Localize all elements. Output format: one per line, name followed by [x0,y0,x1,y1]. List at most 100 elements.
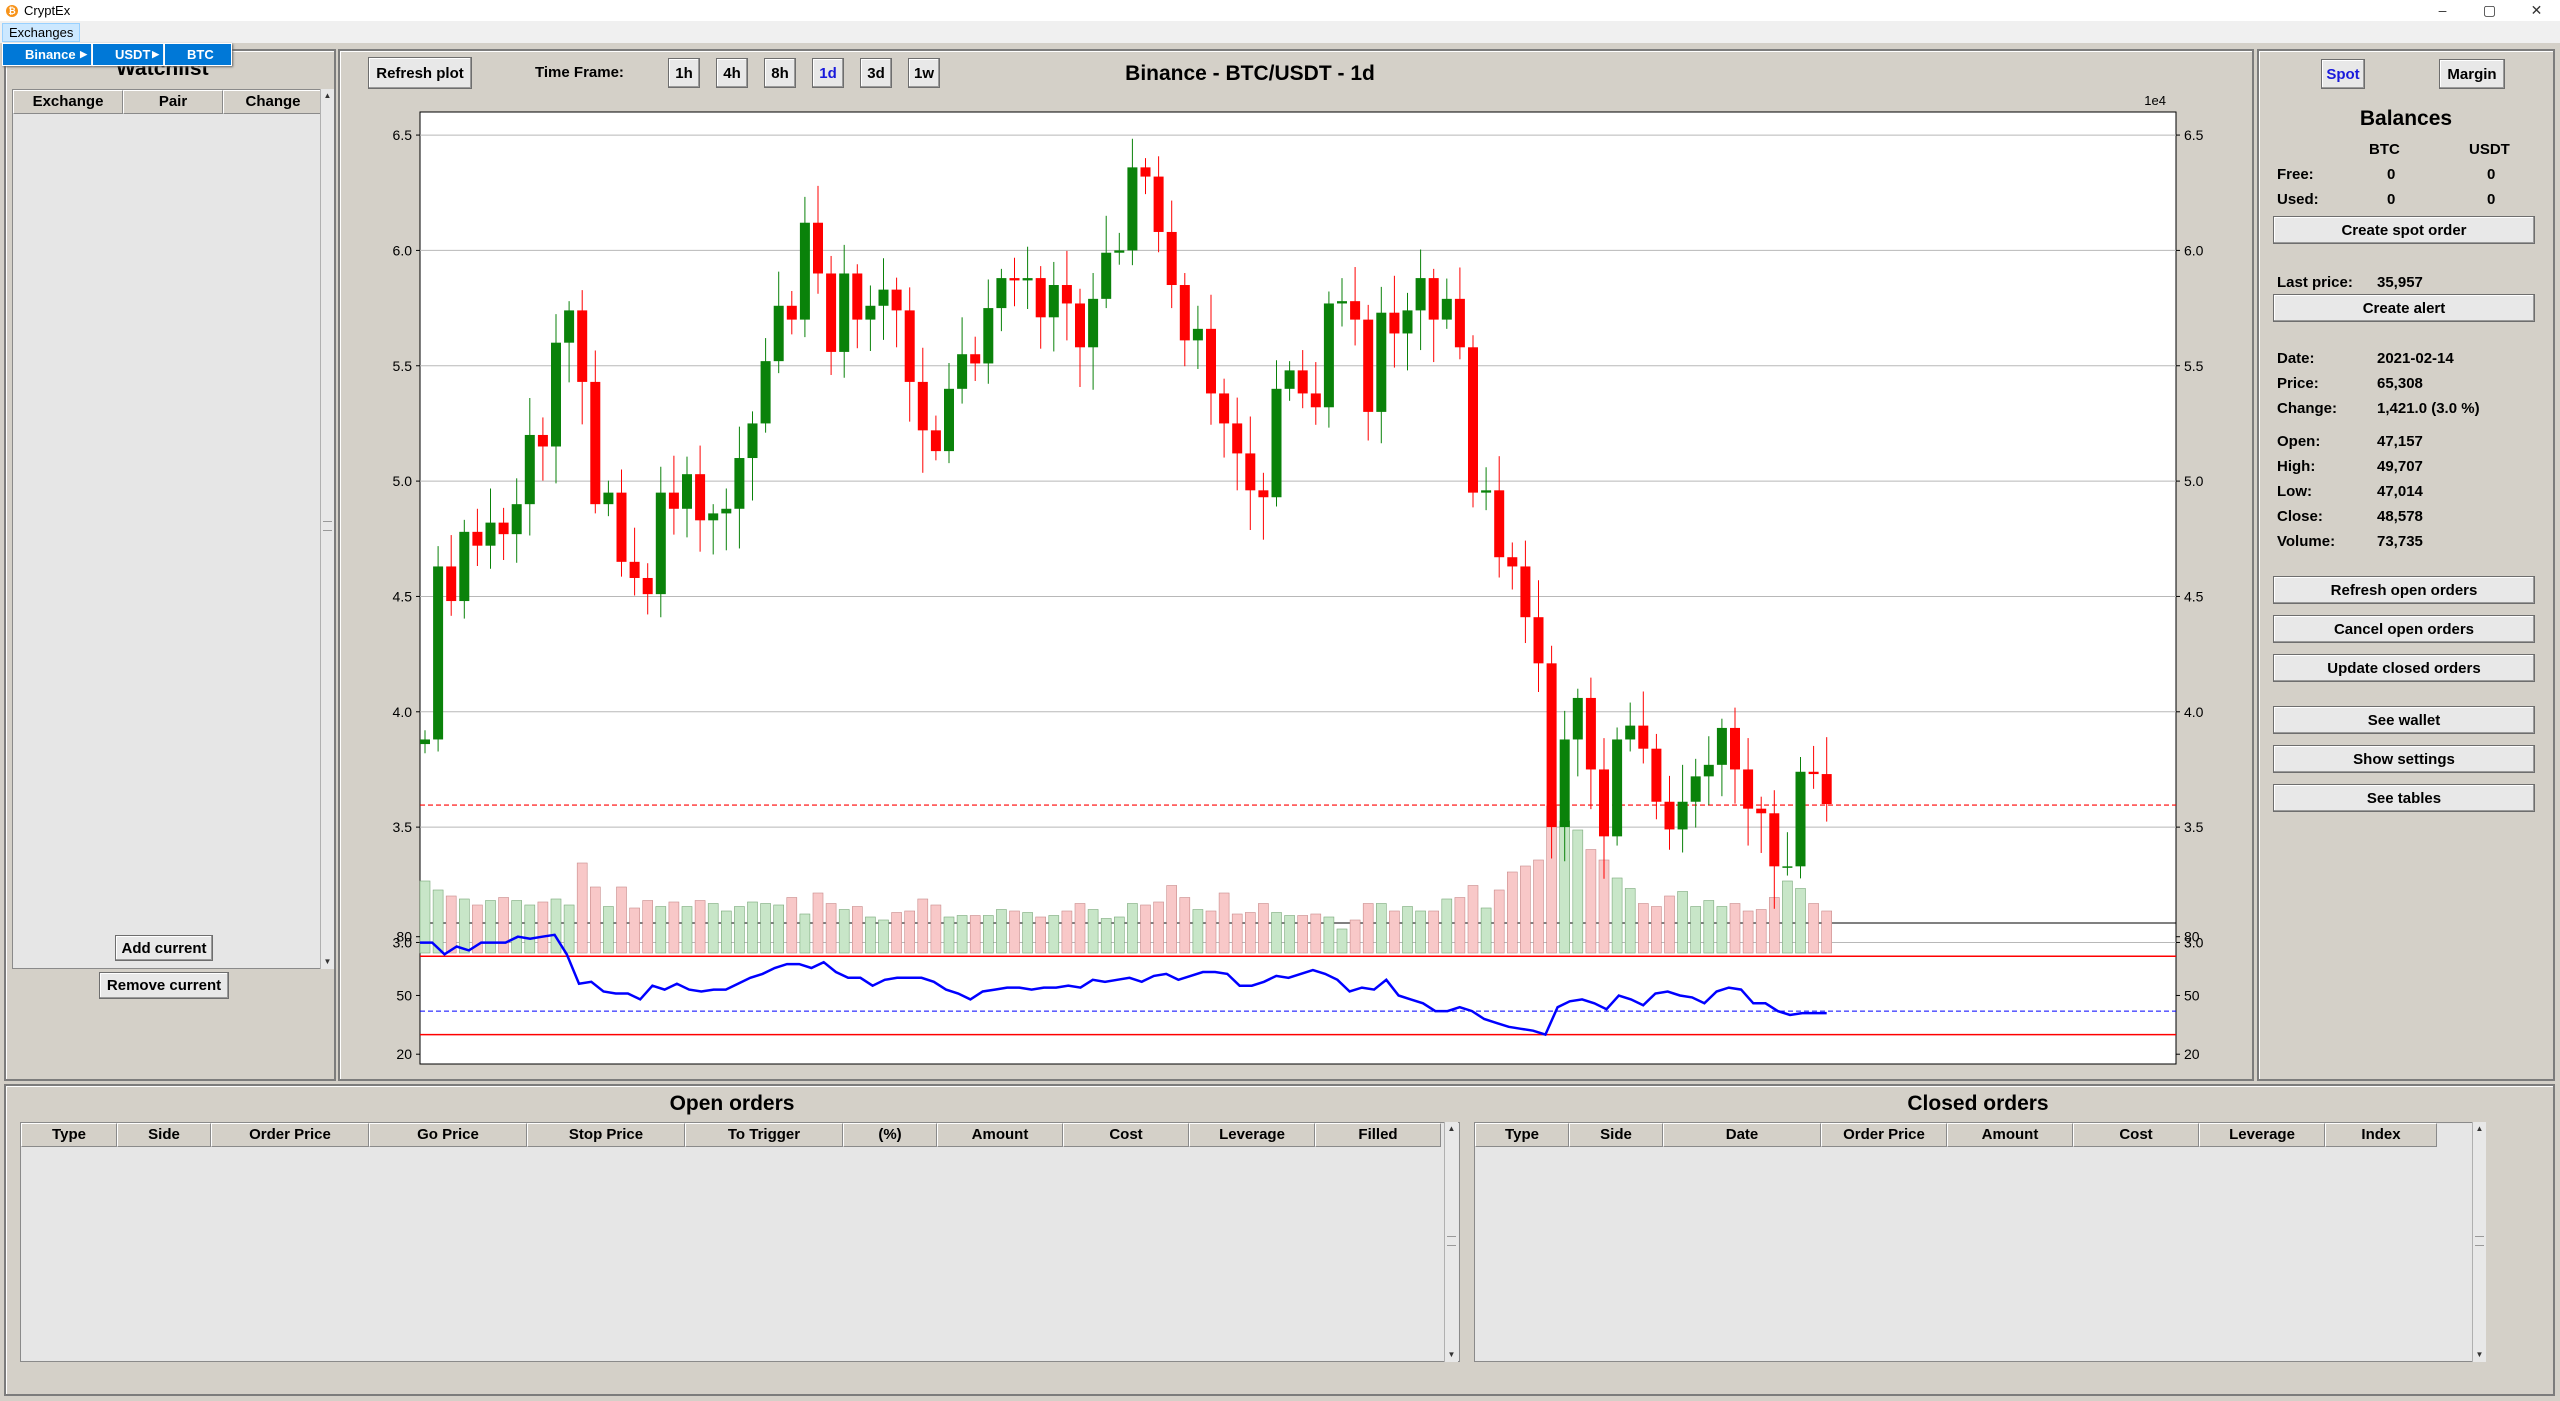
close-button[interactable]: ✕ [2530,2,2543,18]
closed-orders-scrollbar[interactable]: ▲ ▼ [2472,1122,2486,1362]
scroll-up-icon[interactable]: ▲ [1447,1124,1456,1133]
closed-col-type[interactable]: Type [1475,1123,1569,1147]
timeframe-4h-button[interactable]: 4h [716,58,748,88]
price-tick-label-right: 5.0 [2184,473,2204,489]
volume-bar [642,900,654,954]
candle-body [957,354,968,389]
submenu-usdt[interactable]: USDT ▶ [92,43,164,66]
volume-bar [1389,910,1400,954]
candle-body [1061,285,1072,304]
open-orders-scrollbar[interactable]: ▲ ▼ [1444,1122,1458,1362]
timeframe-1w-button[interactable]: 1w [908,58,940,88]
volume-bar [472,904,483,954]
open-col-leverage[interactable]: Leverage [1189,1123,1315,1147]
open-col-side[interactable]: Side [117,1123,211,1147]
closed-col-leverage[interactable]: Leverage [2199,1123,2325,1147]
volume-bar [1716,906,1728,954]
volume-bar [1624,888,1636,954]
candle-body [682,474,692,509]
closed-col-side[interactable]: Side [1569,1123,1663,1147]
scroll-down-icon[interactable]: ▼ [1447,1350,1456,1359]
show-settings-button[interactable]: Show settings [2273,745,2535,773]
open-col-go-price[interactable]: Go Price [369,1123,527,1147]
candle-body [721,508,732,514]
candle-body [420,739,430,745]
remove-current-button[interactable]: Remove current [99,972,229,999]
volume-bar [459,898,470,954]
volume-bar [1231,913,1243,954]
maximize-button[interactable]: ▢ [2482,2,2497,18]
scroll-down-icon[interactable]: ▼ [2475,1350,2484,1359]
candle-body [1494,490,1505,558]
watchlist-col-exchange[interactable]: Exchange [13,90,123,114]
open-col-stop-price[interactable]: Stop Price [527,1123,685,1147]
open-col-type[interactable]: Type [21,1123,117,1147]
scroll-up-icon[interactable]: ▲ [323,91,332,100]
candle-body [852,273,863,320]
volume-bar [1297,915,1309,954]
submenu-binance[interactable]: Binance ▶ [2,43,92,66]
margin-button[interactable]: Margin [2439,59,2505,89]
volume-bar [1376,903,1387,954]
price-tick-label-right: 3.0 [2184,934,2204,950]
closed-col-index[interactable]: Index [2325,1123,2437,1147]
cancel-open-orders-button[interactable]: Cancel open orders [2273,615,2535,643]
create-alert-button[interactable]: Create alert [2273,294,2535,322]
open-col-to-trigger[interactable]: To Trigger [685,1123,843,1147]
timeframe-8h-button[interactable]: 8h [764,58,796,88]
candle-body [1454,298,1465,348]
watchlist-scrollbar[interactable]: ▲ ▼ [320,89,334,969]
detail-price-label: Price: [2277,375,2319,392]
scroll-grip-icon[interactable] [1447,1236,1456,1246]
volume-bar [1166,885,1178,954]
candle-body [1520,566,1531,618]
closed-col-cost[interactable]: Cost [2073,1123,2199,1147]
refresh-plot-button[interactable]: Refresh plot [368,57,472,89]
closed-col-amount[interactable]: Amount [1947,1123,2073,1147]
see-tables-button[interactable]: See tables [2273,784,2535,812]
timeframe-1h-button[interactable]: 1h [668,58,700,88]
see-wallet-button[interactable]: See wallet [2273,706,2535,734]
timeframe-1d-button[interactable]: 1d [812,58,844,88]
candle-body [655,492,666,595]
watchlist-col-change[interactable]: Change [223,90,323,114]
rsi-line [420,933,1827,1037]
scroll-down-icon[interactable]: ▼ [323,957,332,966]
open-col-filled[interactable]: Filled [1315,1123,1441,1147]
candle-body [773,305,784,362]
spot-button[interactable]: Spot [2321,59,2365,89]
scroll-up-icon[interactable]: ▲ [2475,1124,2484,1133]
refresh-open-orders-button[interactable]: Refresh open orders [2273,576,2535,604]
candle-body [1612,739,1623,837]
candle-body [524,434,535,505]
candle-body [917,381,928,431]
volume-bar [1205,910,1217,954]
candle-body [1769,813,1780,867]
closed-col-date[interactable]: Date [1663,1123,1821,1147]
menu-exchanges[interactable]: Exchanges [2,23,81,42]
submenu-btc[interactable]: BTC [164,43,232,66]
scroll-grip-icon[interactable] [2475,1236,2484,1246]
price-chart[interactable]: Binance - BTC/USDT - 1d 1e4 6.5 6.5 6.0 6.0… [340,51,2252,1079]
volume-bar [1493,889,1505,954]
detail-change-value: 1,421.0 (3.0 %) [2377,400,2480,417]
open-col-cost[interactable]: Cost [1063,1123,1189,1147]
title-bar: ₿ CryptEx – ▢ ✕ [0,0,2560,21]
open-col-amount[interactable]: Amount [937,1123,1063,1147]
candle-body [878,289,889,306]
watchlist-col-pair[interactable]: Pair [123,90,223,114]
scroll-grip-icon[interactable] [323,521,332,531]
update-closed-orders-button[interactable]: Update closed orders [2273,654,2535,682]
candle-body [944,388,954,452]
volume-bar [878,919,889,954]
add-current-button[interactable]: Add current [115,935,213,961]
volume-bar [603,906,614,954]
open-col-percent[interactable]: (%) [843,1123,937,1147]
volume-bar [760,903,771,954]
create-spot-order-button[interactable]: Create spot order [2273,216,2535,244]
closed-col-order-price[interactable]: Order Price [1821,1123,1947,1147]
candle-body [1756,808,1767,814]
timeframe-3d-button[interactable]: 3d [860,58,892,88]
minimize-button[interactable]: – [2438,2,2447,18]
open-col-order-price[interactable]: Order Price [211,1123,369,1147]
